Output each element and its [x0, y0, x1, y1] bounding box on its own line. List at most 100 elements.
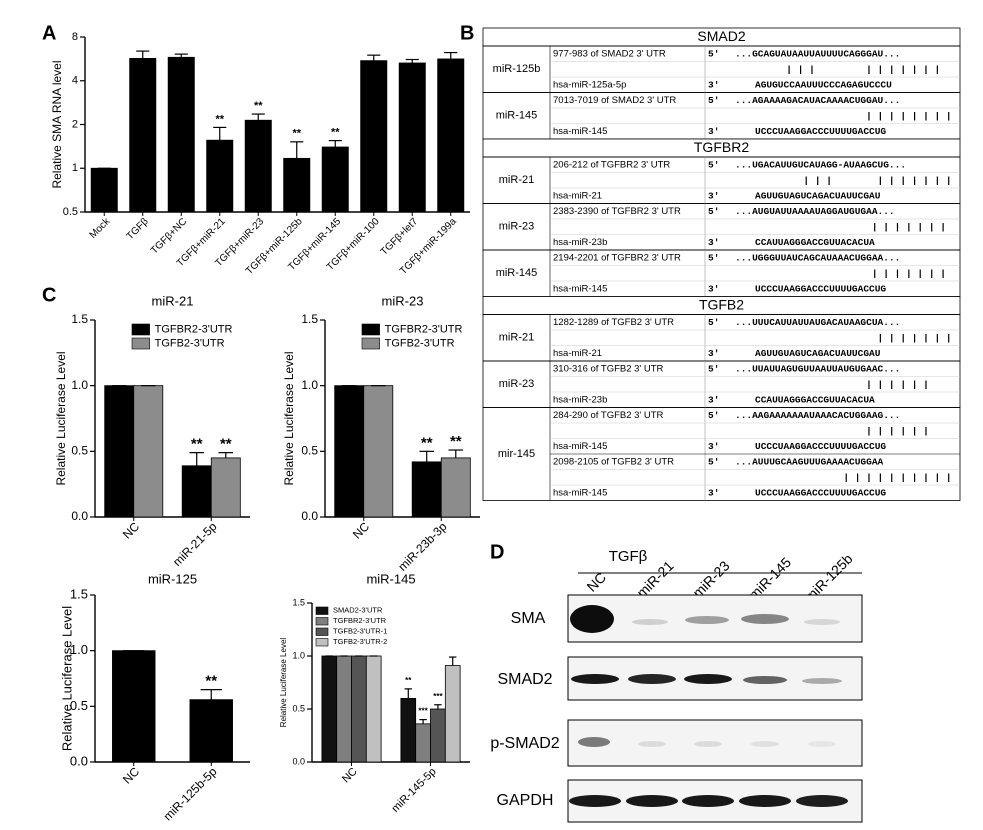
x-tick-label: miR-21-5p — [170, 519, 220, 569]
bar — [283, 157, 311, 213]
mirna-label: miR-145 — [496, 267, 538, 279]
base-pairing: | | | | | | — [735, 425, 929, 436]
legend-label: TGFBR2-3'UTR — [333, 616, 387, 625]
legend-swatch — [131, 337, 150, 350]
prime-label: 5' — [708, 363, 719, 374]
target-site: 2098-2105 of TGFB2 3' UTR — [553, 456, 674, 467]
mirna-label: miR-125b — [493, 63, 541, 75]
legend-swatch — [361, 323, 380, 336]
protein-label: SMA — [511, 610, 546, 627]
bar — [400, 698, 417, 763]
significance-label: ** — [254, 100, 263, 112]
band — [796, 795, 848, 807]
y-tick-label: 0.5 — [70, 698, 88, 713]
mirna-sequence: AGUUGUAGUCAGACUAUUCGAU — [755, 190, 881, 201]
prime-label: 3' — [708, 394, 719, 405]
band — [685, 616, 729, 624]
target-sequence: ...UUUCAUUAUUAUGACAUAAGCUA... — [735, 317, 900, 328]
y-tick-label: 0.0 — [292, 756, 305, 766]
base-pairing: | | | | | | | | — [735, 110, 952, 121]
mirna-name: hsa-miR-23b — [553, 394, 607, 405]
mirna-sequence: AGUUGUAGUCAGACUAUUCGAU — [755, 348, 881, 359]
bar — [351, 655, 367, 763]
band — [628, 674, 676, 684]
band — [571, 674, 619, 684]
mirna-sequence: UCCCUAAGGACCCUUUUGACCUG — [755, 283, 886, 294]
bar — [90, 167, 118, 213]
bar — [321, 655, 338, 763]
mirna-label: miR-21 — [499, 174, 534, 186]
prime-label: 5' — [708, 206, 719, 217]
mirna-sequence: CCAUUAGGGACCGUUACACUA — [755, 394, 875, 405]
chart-title: miR-21 — [152, 293, 194, 308]
bar — [430, 708, 446, 763]
bar — [336, 655, 352, 763]
legend-label: TGFB2-3'UTR-1 — [333, 627, 387, 636]
y-tick-label: 1.0 — [70, 642, 88, 657]
bar — [321, 146, 349, 213]
y-tick-label: 1.5 — [70, 586, 88, 601]
band — [808, 741, 836, 747]
band — [802, 678, 842, 684]
legend-swatch — [315, 606, 329, 615]
legend-swatch — [315, 627, 329, 636]
bar — [129, 57, 157, 213]
treatment-label: TGFβ — [609, 548, 648, 565]
target-sequence: ...AUUUGCAAGUUUGAAAACUGGAA — [735, 456, 884, 467]
significance-label: ** — [205, 673, 217, 690]
legend-label: TGFBR2-3'UTR — [155, 323, 233, 335]
chart-title: miR-125 — [148, 571, 197, 586]
target-sequence: ...AUGUAUUAAAAUAGGAUGUGAA... — [735, 206, 895, 217]
significance-label: ** — [405, 676, 412, 685]
target-sequence: ...UGACAUUGUCAUAGG-AUAAGCUG... — [735, 159, 906, 170]
x-tick-label: TGFβ — [125, 216, 151, 242]
base-pairing: | | | | | | | — [735, 268, 946, 279]
lane-label: miR-23 — [689, 557, 732, 600]
prime-label: 5' — [708, 456, 719, 467]
mirna-label: miR-23 — [499, 221, 534, 233]
y-tick-label: 1.5 — [292, 597, 305, 607]
bar — [365, 655, 382, 763]
bar — [206, 139, 234, 213]
band — [682, 795, 734, 807]
y-tick-label: 1.0 — [71, 378, 88, 392]
x-tick-label: NC — [120, 764, 142, 786]
x-tick-label: miR-125b-5p — [161, 764, 220, 823]
legend-label: SMAD2-3'UTR — [333, 606, 383, 615]
legend-label: TGFBR2-3'UTR — [385, 323, 463, 335]
prime-label: 5' — [708, 95, 719, 106]
y-axis-label: Relative Luciferase Level — [279, 638, 288, 728]
y-tick-label: 2 — [72, 118, 78, 130]
bar — [104, 385, 135, 518]
prime-label: 3' — [708, 441, 719, 452]
band — [743, 676, 787, 684]
base-pairing: | | | | | | | | | | — [735, 64, 940, 75]
x-tick-label: NC — [340, 766, 360, 786]
bar — [112, 650, 156, 763]
significance-label: ** — [292, 128, 301, 140]
panel-label: A — [42, 22, 56, 44]
bar — [437, 58, 465, 213]
prime-label: 3' — [708, 190, 719, 201]
panel-label: D — [490, 541, 504, 563]
base-pairing: | | | | | | | — [735, 332, 952, 343]
band — [804, 619, 840, 625]
target-site: 2383-2390 of TGFBR2 3' UTR — [553, 206, 681, 217]
mirna-label: mir-145 — [498, 448, 535, 460]
y-axis-label: Relative Luciferase Level — [54, 351, 68, 485]
band — [632, 619, 668, 625]
mirna-sequence: AGUGUCCAAUUUCCCAGAGUCCCU — [755, 79, 892, 90]
y-tick-label: 1 — [72, 162, 78, 174]
target-sequence: ...AGAAAAGACAUACAAAACUGGAU... — [735, 95, 900, 106]
prime-label: 5' — [708, 410, 719, 421]
bar — [398, 62, 426, 213]
legend-label: TGFB2-3'UTR — [385, 337, 455, 349]
prime-label: 3' — [708, 79, 719, 90]
y-tick-label: 0.5 — [292, 703, 305, 713]
mirna-name: hsa-miR-125a-5p — [553, 79, 626, 90]
mirna-sequence: UCCCUAAGGACCCUUUUGACCUG — [755, 487, 886, 498]
mirna-name: hsa-miR-145 — [553, 487, 607, 498]
band — [638, 741, 666, 747]
significance-label: *** — [418, 707, 428, 716]
